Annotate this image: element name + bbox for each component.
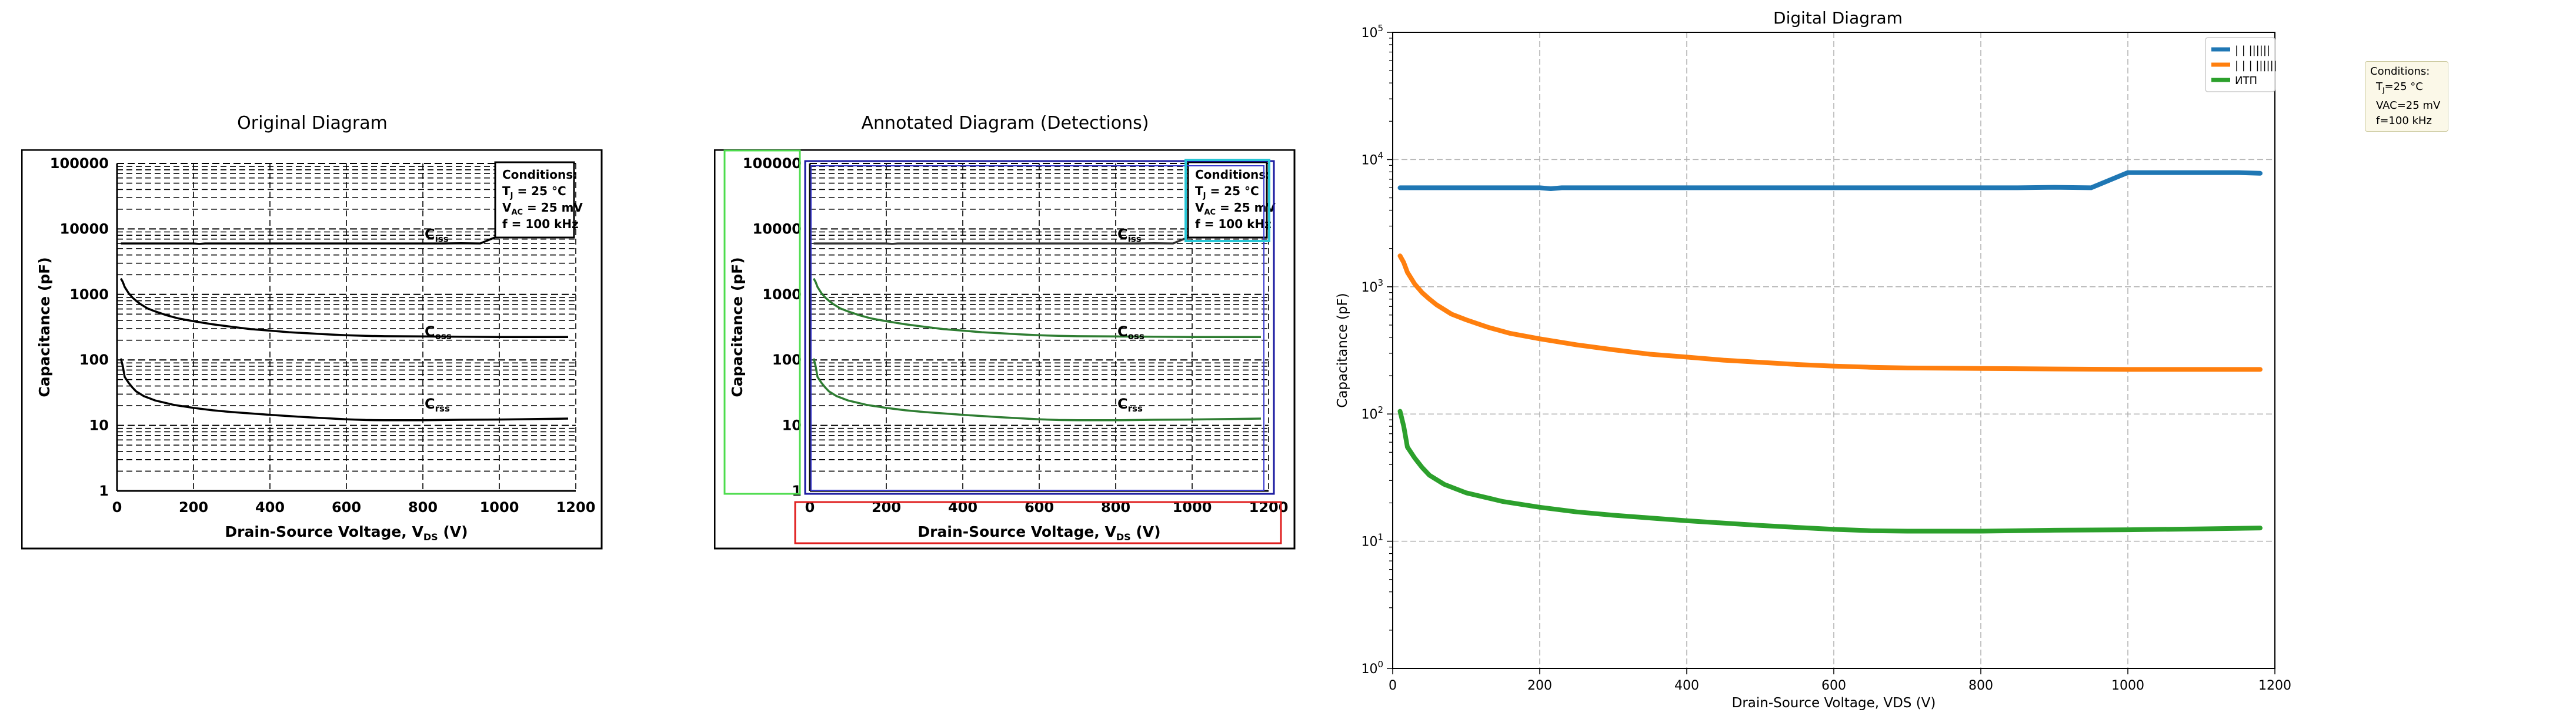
scan-y-tick-label: 10000 [753,220,802,237]
detection-box-y-axis [723,149,801,495]
digital-series-line [1397,409,2263,534]
digital-y-tick-label: 100 [1361,659,1383,677]
scan-conditions-box [1187,161,1268,239]
scan-conditions-temp: TJ = 25 °C [1195,184,1259,200]
digital-x-tick-label: 200 [1527,678,1552,693]
scan-y-tick-label: 100000 [50,155,109,172]
scan-curve [812,358,1262,422]
scan-x-tick-label: 600 [332,499,361,516]
detection-box-x-axis [794,501,1282,544]
scan-curve [119,358,569,422]
scan-x-tick-label: 1200 [556,499,596,516]
detection-box-plot-inner [810,165,1264,491]
scan-x-tick-label: 800 [408,499,438,516]
scan-conditions-vac: VAC = 25 mV [502,200,583,217]
digital-x-tick-label: 1000 [2111,678,2144,693]
conditions-temp-value: =25 °C [2384,81,2423,93]
scan-conditions-freq: f = 100 kHz [502,217,579,231]
conditions-annotation: Conditions: TJ=25 °C VAC=25 mV f=100 kHz [2365,61,2448,132]
conditions-vac: VAC=25 mV [2376,99,2441,112]
scan-conditions-title: Conditions: [502,168,578,182]
digital-y-tick-label: 104 [1361,150,1383,168]
scan-x-tick-label: 1000 [480,499,519,516]
scan-curve-label: Coss [425,323,452,342]
digital-y-tick-label: 102 [1361,404,1383,422]
scan-y-tick-label: 1000 [69,286,109,303]
digital-series-line [1397,253,2263,372]
scan-curve-label: Crss [425,396,450,414]
scan-x-tick-label: 400 [255,499,285,516]
digital-x-axis-label: Drain-Source Voltage, VDS (V) [1732,695,1936,711]
digital-y-tick-label: 101 [1361,532,1383,550]
detection-box-conditions [1184,159,1270,242]
original-diagram-title: Original Diagram [237,113,388,133]
scan-x-axis-label: Drain-Source Voltage, VDS (V) [917,523,1160,543]
scan-y-tick-label: 1 [99,483,109,499]
digital-x-tick-label: 0 [1389,678,1397,693]
scan-conditions-temp: TJ = 25 °C [502,184,566,200]
scan-curve [812,277,1261,338]
scan-y-tick-label: 10000 [60,220,109,237]
scan-x-tick-label: 0 [112,499,122,516]
scan-y-tick-label: 1000 [762,286,802,303]
conditions-temp-sub: J [2383,86,2385,95]
digital-series-line [1397,170,2263,191]
scan-curve-label: Crss [1117,396,1143,414]
scan-y-tick-label: 10 [89,417,109,434]
digital-diagram-title: Digital Diagram [1773,8,1903,28]
scan-x-tick-label: 0 [805,499,815,516]
digital-x-tick-label: 1200 [2258,678,2291,693]
digital-x-tick-label: 800 [1968,678,1993,693]
detection-box-plot-area [804,160,1275,495]
scan-y-tick-label: 100000 [743,155,802,172]
digital-y-tick-label: 103 [1361,277,1383,295]
scan-y-axis-label: Capacitance (pF) [729,257,746,397]
conditions-temp-t: T [2376,81,2383,93]
scan-curve-label: Ciss [425,226,449,245]
scan-y-tick-label: 100 [772,352,802,368]
digital-legend-label: ИТП [2235,75,2257,87]
annotated-diagram-title: Annotated Diagram (Detections) [861,113,1149,133]
scan-x-tick-label: 200 [179,499,208,516]
conditions-freq: f=100 kHz [2376,114,2432,127]
digital-x-tick-label: 400 [1674,678,1699,693]
scan-x-axis-label: Drain-Source Voltage, VDS (V) [225,523,468,543]
digital-y-tick-label: 105 [1361,24,1383,41]
scan-conditions-title: Conditions: [1195,168,1270,182]
scan-y-axis-label: Capacitance (pF) [36,257,53,397]
scan-conditions-vac: VAC = 25 mV [1195,200,1276,217]
digital-x-tick-label: 600 [1821,678,1846,693]
original-diagram: 1 10 100 1000 10000 100000 0 200 400 600 800 1000 12… [21,149,603,550]
scan-y-tick-label: 100 [79,352,109,368]
digital-diagram-chart: 0 200 400 600 800 1000 1200 100 101 102 103 104 105 D… [1335,24,2291,711]
digital-legend-label: | | |||||| [2235,44,2270,56]
scan-conditions-freq: f = 100 kHz [1195,217,1272,231]
scan-y-tick-label: 10 [782,417,802,434]
scan-curve [119,277,568,338]
scan-curve-label: Coss [1117,323,1144,342]
scan-conditions-box [494,161,575,239]
conditions-title: Conditions: [2370,65,2430,78]
scan-curve-label: Ciss [1117,226,1142,245]
digital-legend-label: | | | |||||| [2235,59,2277,72]
digital-y-axis-label: Capacitance (pF) [1335,293,1350,407]
